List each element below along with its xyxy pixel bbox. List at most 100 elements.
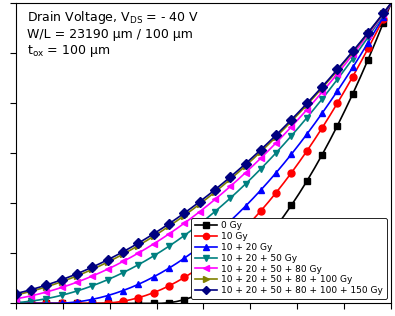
10 + 20 Gy (21, 301, 26, 305)
10 + 20 Gy (350, 65, 355, 69)
10 Gy (144, 294, 149, 297)
10 + 20 + 50 + 80 + 100 + 150 Gy (289, 118, 294, 121)
10 Gy (98, 301, 102, 305)
10 + 20 + 50 + 80 Gy (128, 256, 133, 259)
10 + 20 + 50 + 80 + 100 + 150 Gy (52, 281, 56, 284)
10 Gy (52, 301, 56, 305)
10 + 20 Gy (343, 77, 348, 81)
10 Gy (197, 265, 202, 269)
10 + 20 Gy (120, 289, 125, 293)
10 Gy (389, 1, 393, 5)
10 + 20 + 50 Gy (128, 267, 133, 271)
10 + 20 + 50 + 80 + 100 + 150 Gy (297, 110, 301, 113)
10 + 20 + 50 + 80 Gy (366, 33, 371, 36)
10 + 20 + 50 + 80 + 100 + 150 Gy (220, 182, 225, 185)
10 + 20 + 50 + 80 + 100 + 150 Gy (266, 140, 271, 144)
0 Gy (335, 124, 340, 127)
10 + 20 + 50 + 80 Gy (358, 43, 363, 46)
10 + 20 Gy (213, 233, 217, 237)
10 + 20 + 50 + 80 + 100 Gy (335, 69, 340, 72)
10 + 20 + 50 + 80 + 100 Gy (197, 202, 202, 206)
10 + 20 + 50 + 80 Gy (197, 210, 202, 214)
10 + 20 + 50 + 80 Gy (75, 280, 79, 284)
10 + 20 + 50 + 80 + 100 + 150 Gy (182, 211, 187, 215)
10 + 20 + 50 Gy (312, 106, 317, 110)
10 + 20 Gy (389, 1, 393, 5)
0 Gy (243, 259, 248, 263)
10 + 20 + 50 Gy (52, 295, 56, 299)
10 + 20 + 50 + 80 + 100 Gy (182, 214, 187, 217)
0 Gy (373, 40, 378, 43)
10 + 20 + 50 Gy (282, 143, 286, 146)
10 + 20 + 50 + 80 + 100 + 150 Gy (90, 265, 95, 269)
10 + 20 + 50 + 80 + 100 Gy (128, 248, 133, 252)
10 + 20 + 50 Gy (289, 134, 294, 137)
0 Gy (151, 301, 156, 305)
0 Gy (29, 301, 34, 305)
10 + 20 + 50 + 80 Gy (29, 294, 34, 298)
10 Gy (151, 291, 156, 295)
10 + 20 Gy (266, 179, 271, 183)
0 Gy (358, 75, 363, 79)
10 + 20 + 50 Gy (82, 287, 87, 290)
10 + 20 + 50 + 80 Gy (381, 12, 386, 16)
0 Gy (59, 301, 64, 305)
10 + 20 + 50 + 80 + 100 Gy (350, 50, 355, 54)
10 + 20 + 50 + 80 + 100 + 150 Gy (190, 206, 194, 210)
10 + 20 + 50 Gy (251, 174, 256, 178)
10 + 20 + 50 + 80 + 100 + 150 Gy (82, 269, 87, 272)
10 + 20 + 50 + 80 Gy (44, 290, 49, 294)
10 + 20 + 50 + 80 + 100 Gy (320, 86, 325, 90)
10 + 20 + 50 Gy (136, 263, 141, 267)
10 Gy (75, 301, 79, 305)
10 Gy (21, 301, 26, 305)
10 + 20 Gy (98, 296, 102, 300)
10 + 20 + 50 + 80 + 100 Gy (305, 103, 309, 107)
10 + 20 + 50 Gy (174, 239, 179, 243)
10 + 20 + 50 + 80 Gy (90, 274, 95, 278)
10 + 20 + 50 + 80 + 100 + 150 Gy (274, 133, 278, 137)
10 Gy (282, 181, 286, 185)
10 + 20 + 50 + 80 + 100 Gy (358, 41, 363, 45)
10 + 20 + 50 + 80 + 100 Gy (21, 291, 26, 295)
10 Gy (90, 301, 95, 305)
10 + 20 Gy (13, 301, 18, 305)
10 + 20 + 50 + 80 + 100 + 150 Gy (213, 188, 217, 191)
10 + 20 + 50 Gy (327, 87, 332, 91)
10 Gy (366, 46, 371, 50)
10 + 20 + 50 + 80 + 100 + 150 Gy (44, 283, 49, 287)
10 Gy (289, 171, 294, 174)
10 + 20 Gy (358, 53, 363, 57)
10 + 20 + 50 + 80 + 100 Gy (373, 21, 378, 25)
0 Gy (113, 301, 118, 305)
10 + 20 + 50 + 80 Gy (289, 125, 294, 129)
10 + 20 + 50 + 80 Gy (174, 227, 179, 231)
10 Gy (305, 149, 309, 153)
10 Gy (274, 191, 278, 194)
10 + 20 + 50 + 80 + 100 Gy (389, 1, 393, 5)
0 Gy (327, 138, 332, 142)
10 + 20 Gy (75, 300, 79, 304)
0 Gy (305, 179, 309, 183)
0 Gy (75, 301, 79, 305)
10 + 20 + 50 + 80 + 100 + 150 Gy (320, 85, 325, 89)
10 + 20 Gy (105, 294, 110, 297)
0 Gy (36, 301, 41, 305)
0 Gy (128, 301, 133, 305)
10 + 20 + 50 Gy (297, 125, 301, 129)
10 + 20 + 50 + 80 + 100 + 150 Gy (243, 162, 248, 166)
0 Gy (205, 288, 210, 292)
10 + 20 + 50 Gy (151, 254, 156, 258)
Text: Drain Voltage, V$_{\mathregular{DS}}$ = - 40 V
W/L = 23190 μm / 100 μm
t$_{\math: Drain Voltage, V$_{\mathregular{DS}}$ = … (27, 9, 199, 59)
10 + 20 + 50 Gy (182, 234, 187, 237)
0 Gy (182, 298, 187, 301)
10 + 20 Gy (52, 301, 56, 305)
10 + 20 Gy (82, 299, 87, 303)
0 Gy (144, 301, 149, 305)
0 Gy (389, 1, 393, 5)
10 + 20 + 50 Gy (373, 24, 378, 28)
10 + 20 + 50 + 80 + 100 Gy (98, 264, 102, 268)
Line: 10 + 20 + 50 + 80 + 100 + 150 Gy: 10 + 20 + 50 + 80 + 100 + 150 Gy (12, 0, 395, 297)
10 + 20 Gy (220, 226, 225, 230)
0 Gy (343, 108, 348, 112)
